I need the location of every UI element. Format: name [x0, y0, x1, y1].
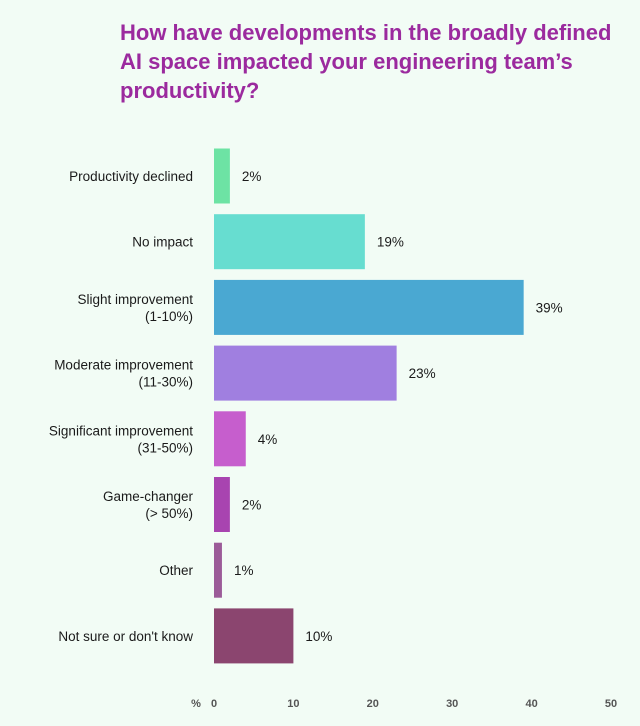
x-tick-label: 40: [525, 698, 537, 710]
bar-2: [214, 279, 524, 335]
bar-3: [214, 345, 397, 401]
x-axis-label: %: [191, 698, 201, 710]
x-axis: 0 10 20 30 40 50%: [191, 698, 617, 710]
category-label: Slight improvement: [77, 292, 193, 307]
bar-7: [214, 608, 294, 664]
category-label: (1-10%): [145, 309, 193, 324]
bar-0: [214, 148, 230, 204]
category-label: Game-changer: [103, 489, 194, 504]
value-label: 19%: [377, 235, 404, 250]
x-tick-label: 30: [446, 698, 458, 710]
bar-6: [214, 542, 222, 598]
category-label: Other: [159, 563, 193, 578]
category-label: (> 50%): [145, 506, 193, 521]
value-label: 23%: [409, 366, 436, 381]
x-tick-label: 20: [367, 698, 379, 710]
value-label: 2%: [242, 169, 262, 184]
value-label: 4%: [258, 432, 278, 447]
category-label: (11-30%): [138, 375, 193, 390]
category-label: Moderate improvement: [54, 358, 193, 373]
value-labels-group: 2% 19% 39% 23% 4% 2% 1% 10%: [234, 169, 563, 644]
category-label: Productivity declined: [69, 169, 193, 184]
x-tick-label: 50: [605, 698, 617, 710]
category-label: Significant improvement: [49, 423, 193, 438]
chart-title: How have developments in the broadly def…: [120, 20, 612, 103]
value-label: 1%: [234, 563, 254, 578]
bar-4: [214, 411, 246, 467]
category-label: No impact: [132, 235, 193, 250]
category-labels-group: Productivity declined No impact Slight imp…: [49, 169, 194, 644]
bar-1: [214, 214, 365, 270]
bars-group: [214, 148, 524, 664]
category-label: (31-50%): [137, 440, 193, 455]
value-label: 10%: [305, 629, 332, 644]
bar-5: [214, 477, 230, 532]
x-tick-label: 10: [287, 698, 299, 710]
value-label: 39%: [536, 300, 563, 315]
value-label: 2%: [242, 498, 262, 513]
x-tick-label: 0: [211, 698, 217, 710]
category-label: Not sure or don't know: [58, 629, 193, 644]
